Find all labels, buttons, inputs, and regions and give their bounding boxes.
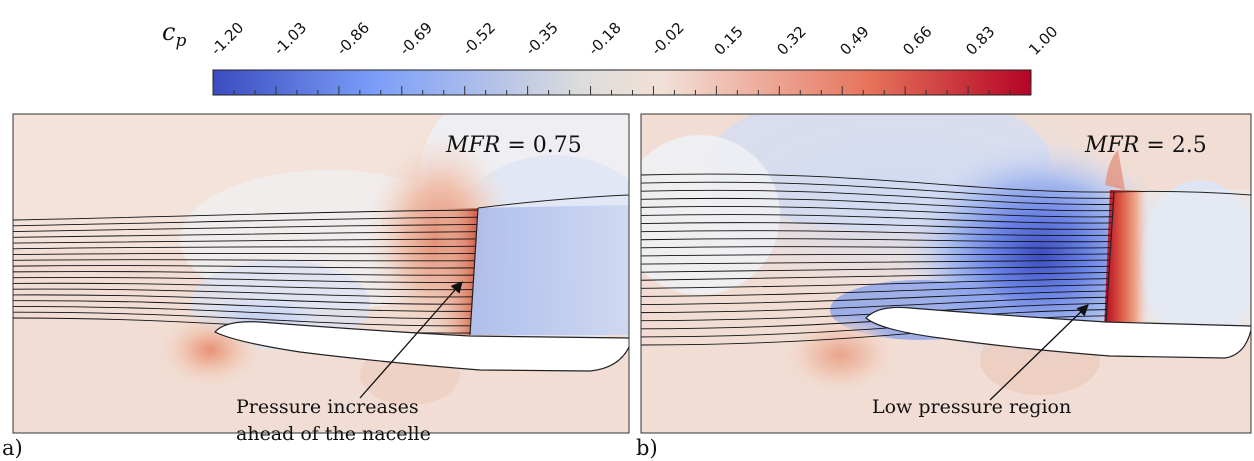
panel-a: MFR = 0.75 Pressure increases ahead of t… bbox=[2, 113, 630, 460]
streamline bbox=[13, 231, 477, 238]
colorbar-tick-label: -1.20 bbox=[207, 19, 247, 59]
panel-b-label: b) bbox=[636, 436, 658, 460]
panel-b-frame bbox=[640, 113, 1252, 434]
streamline bbox=[641, 253, 1111, 257]
panel-b-annotation-arrow bbox=[989, 304, 1089, 401]
colorbar-tick-label: 0.15 bbox=[710, 22, 746, 58]
colorbar-tick-label: -0.69 bbox=[396, 19, 436, 59]
streamline bbox=[13, 288, 473, 298]
streamline bbox=[641, 222, 1112, 230]
colorbar-tick-label: -0.86 bbox=[333, 19, 373, 59]
streamline bbox=[641, 181, 1114, 199]
streamline bbox=[13, 271, 474, 276]
streamline bbox=[641, 230, 1112, 237]
streamline bbox=[641, 238, 1111, 243]
streamline bbox=[641, 259, 1110, 265]
panel-b-annotation-line-1: Low pressure region bbox=[872, 396, 1071, 418]
colorbar-tick-label: -0.35 bbox=[522, 19, 562, 59]
streamline bbox=[13, 276, 474, 283]
colorbar-variable: cp bbox=[162, 18, 186, 51]
streamline bbox=[641, 173, 1115, 193]
streamline bbox=[641, 206, 1113, 218]
colorbar-tick-label: -0.52 bbox=[459, 19, 499, 59]
streamline bbox=[13, 311, 471, 327]
panel-a-label: a) bbox=[2, 436, 23, 460]
colorbar-gradient bbox=[212, 69, 1032, 96]
streamline bbox=[641, 272, 1110, 281]
colorbar-tick-label: 1.00 bbox=[1025, 22, 1061, 58]
streamline bbox=[641, 265, 1110, 273]
panel-a-annotation-line-2: ahead of the nacelle bbox=[236, 423, 431, 445]
streamline bbox=[13, 252, 476, 256]
streamline bbox=[641, 296, 1108, 314]
panel-a-frame bbox=[12, 113, 630, 434]
streamline bbox=[13, 216, 478, 227]
streamline bbox=[13, 265, 475, 269]
panel-b-mfr: MFR = 2.5 bbox=[1084, 133, 1207, 158]
colorbar-tick-labels: -1.20 -1.03 -0.86 -0.69 -0.52 -0.35 -0.18 -0.02… bbox=[207, 19, 1061, 59]
streamline bbox=[13, 294, 472, 305]
streamline bbox=[13, 238, 477, 244]
panel-a-nacelle-body bbox=[214, 321, 629, 372]
streamline bbox=[641, 278, 1109, 289]
streamline bbox=[13, 209, 479, 221]
panel-b: MFR = 2.5 Low pressure region b) bbox=[636, 113, 1252, 460]
streamline bbox=[13, 259, 475, 262]
panel-a-annotation-arrow bbox=[359, 281, 463, 399]
streamline bbox=[13, 300, 472, 312]
streamline bbox=[641, 189, 1114, 205]
streamline bbox=[13, 306, 471, 320]
panel-a-annotation-line-1: Pressure increases bbox=[236, 396, 419, 418]
panel-b-streamlines bbox=[641, 173, 1115, 346]
streamline bbox=[13, 224, 478, 232]
colorbar-tick-label: -0.18 bbox=[585, 19, 625, 59]
panel-a-streamlines bbox=[13, 209, 479, 334]
streamline bbox=[641, 197, 1113, 212]
streamline bbox=[13, 245, 476, 250]
streamline bbox=[13, 282, 473, 291]
colorbar-ticks bbox=[212, 86, 1032, 95]
colorbar-tick-label: -0.02 bbox=[648, 19, 688, 59]
colorbar-tick-label: 0.49 bbox=[836, 22, 872, 58]
streamline bbox=[641, 246, 1111, 249]
streamline bbox=[641, 290, 1108, 305]
colorbar-tick-label: -1.03 bbox=[270, 19, 310, 59]
colorbar-tick-label: 0.66 bbox=[899, 22, 935, 58]
streamline bbox=[641, 214, 1113, 224]
streamline bbox=[641, 284, 1109, 297]
colorbar-tick-label: 0.32 bbox=[773, 22, 809, 58]
colorbar-tick-label: 0.83 bbox=[962, 22, 998, 58]
colorbar: cp -1.20 -1.03 -0.86 -0.69 -0.52 -0.35 -0.18 -0… bbox=[162, 18, 1061, 96]
panel-a-mfr: MFR = 0.75 bbox=[445, 133, 582, 158]
